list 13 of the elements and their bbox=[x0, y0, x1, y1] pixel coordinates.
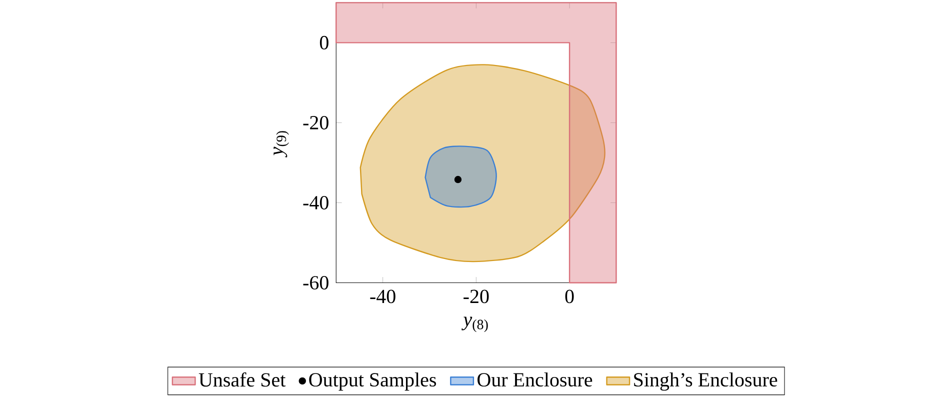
legend-label: Singh’s Enclosure bbox=[634, 372, 778, 390]
legend-label: Output Samples bbox=[309, 372, 436, 390]
legend-label: Our Enclosure bbox=[478, 372, 592, 386]
y-tick-label: 0 bbox=[320, 36, 328, 50]
y-axis-title: y$_{(9)}$ bbox=[274, 130, 289, 158]
y-tick-label: -40 bbox=[303, 196, 328, 210]
x-tick-label: -40 bbox=[370, 289, 396, 303]
x-tick-label: -20 bbox=[464, 289, 489, 303]
x-axis-title: y$_{(8)}$ bbox=[462, 316, 488, 332]
y-tick-label: -60 bbox=[303, 276, 328, 290]
y-tick-label: -20 bbox=[303, 116, 328, 130]
x-tick-label: 0 bbox=[565, 289, 574, 303]
legend-label: Unsafe Set bbox=[198, 372, 286, 386]
